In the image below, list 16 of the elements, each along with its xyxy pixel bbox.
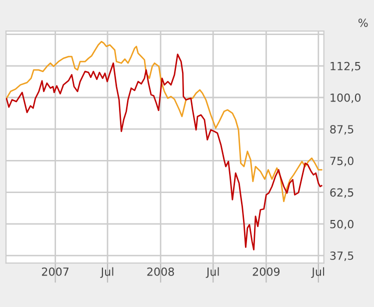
x-tick-label: Jul <box>311 267 324 278</box>
x-tick-label: 2008 <box>147 267 174 276</box>
y-tick-label: 87,5 <box>330 125 354 135</box>
line-series <box>6 54 322 250</box>
x-tick-label: Jul <box>206 267 219 278</box>
y-tick-label: 50,0 <box>330 220 354 230</box>
y-tick-label: 62,5 <box>330 188 354 198</box>
y-tick-label: 112,5 <box>330 62 360 72</box>
y-tick-label: 100,0 <box>330 93 361 104</box>
y-axis-title: % <box>358 18 368 28</box>
x-tick-label: 2007 <box>42 267 68 276</box>
x-tick-label: 2009 <box>252 267 280 276</box>
x-tick-label: Jul <box>100 267 114 278</box>
y-tick-label: 37,5 <box>330 251 354 262</box>
line-series <box>6 40 322 202</box>
y-tick-label: 75,0 <box>330 156 354 166</box>
